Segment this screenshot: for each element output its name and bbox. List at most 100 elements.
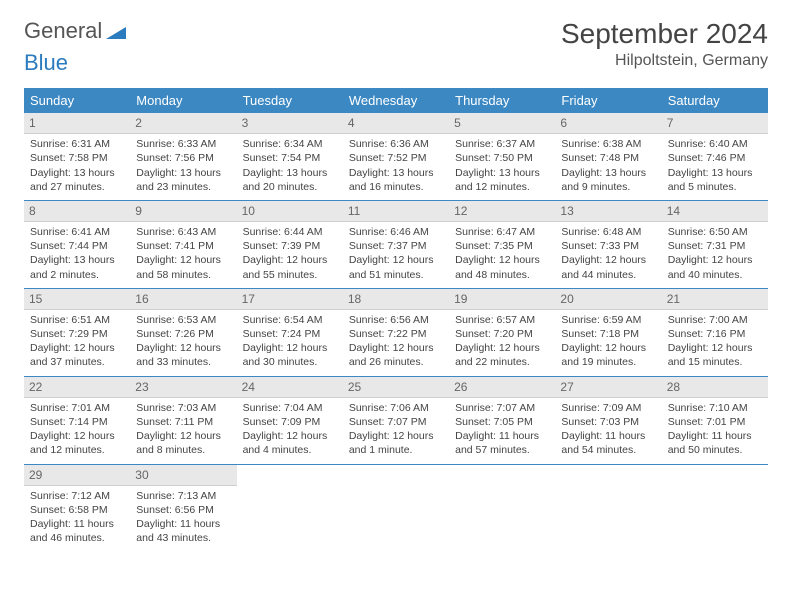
week-row: 15Sunrise: 6:51 AMSunset: 7:29 PMDayligh… [24, 289, 768, 377]
sunset-line: Sunset: 7:20 PM [455, 327, 549, 341]
sunset-line: Sunset: 7:18 PM [561, 327, 655, 341]
sunset-line: Sunset: 7:24 PM [243, 327, 337, 341]
day-number: 26 [449, 377, 555, 398]
day-header-cell: Saturday [662, 88, 768, 113]
sunset-line: Sunset: 7:07 PM [349, 415, 443, 429]
calendar-cell: 2 Sunrise: 6:33 AMSunset: 7:56 PMDaylight… [130, 113, 236, 200]
day-number: 21 [662, 289, 768, 310]
daylight-line: Daylight: 12 hours and 26 minutes. [349, 341, 443, 369]
sunset-line: Sunset: 7:03 PM [561, 415, 655, 429]
sunset-line: Sunset: 7:14 PM [30, 415, 124, 429]
day-header-cell: Tuesday [237, 88, 343, 113]
sunrise-line: Sunrise: 7:03 AM [136, 401, 230, 415]
sunset-line: Sunset: 7:33 PM [561, 239, 655, 253]
week-row: 1Sunrise: 6:31 AMSunset: 7:58 PMDaylight… [24, 113, 768, 201]
calendar-cell: 5Sunrise: 6:37 AMSunset: 7:50 PMDaylight… [449, 113, 555, 200]
sunset-line: Sunset: 7:58 PM [30, 151, 124, 165]
daylight-line: Daylight: 12 hours and 33 minutes. [136, 341, 230, 369]
calendar-cell: 18Sunrise: 6:56 AMSunset: 7:22 PMDayligh… [343, 289, 449, 376]
day-number: 22 [24, 377, 130, 398]
calendar-cell: 15Sunrise: 6:51 AMSunset: 7:29 PMDayligh… [24, 289, 130, 376]
day-number: 14 [662, 201, 768, 222]
sunset-line: Sunset: 7:56 PM [136, 151, 230, 165]
daylight-line: Daylight: 13 hours and 27 minutes. [30, 166, 124, 194]
day-number: 5 [449, 113, 555, 134]
daylight-line: Daylight: 13 hours and 5 minutes. [668, 166, 762, 194]
sunrise-line: Sunrise: 7:13 AM [136, 489, 230, 503]
calendar-cell: 12Sunrise: 6:47 AMSunset: 7:35 PMDayligh… [449, 201, 555, 288]
daylight-line: Daylight: 12 hours and 58 minutes. [136, 253, 230, 281]
sunrise-line: Sunrise: 6:36 AM [349, 137, 443, 151]
month-title: September 2024 [561, 18, 768, 50]
sunrise-line: Sunrise: 6:54 AM [243, 313, 337, 327]
daylight-line: Daylight: 12 hours and 22 minutes. [455, 341, 549, 369]
calendar-cell: 25Sunrise: 7:06 AMSunset: 7:07 PMDayligh… [343, 377, 449, 464]
sunset-line: Sunset: 6:58 PM [30, 503, 124, 517]
daylight-line: Daylight: 13 hours and 2 minutes. [30, 253, 124, 281]
sunset-line: Sunset: 7:50 PM [455, 151, 549, 165]
calendar-cell: 24Sunrise: 7:04 AMSunset: 7:09 PMDayligh… [237, 377, 343, 464]
daylight-line: Daylight: 13 hours and 23 minutes. [136, 166, 230, 194]
calendar-cell: 16Sunrise: 6:53 AMSunset: 7:26 PMDayligh… [130, 289, 236, 376]
sunset-line: Sunset: 7:46 PM [668, 151, 762, 165]
sunrise-line: Sunrise: 6:51 AM [30, 313, 124, 327]
sunrise-line: Sunrise: 6:48 AM [561, 225, 655, 239]
sunrise-line: Sunrise: 6:33 AM [136, 137, 230, 151]
sunset-line: Sunset: 7:09 PM [243, 415, 337, 429]
calendar-cell: 23Sunrise: 7:03 AMSunset: 7:11 PMDayligh… [130, 377, 236, 464]
calendar-cell: 10Sunrise: 6:44 AMSunset: 7:39 PMDayligh… [237, 201, 343, 288]
sunset-line: Sunset: 7:35 PM [455, 239, 549, 253]
daylight-line: Daylight: 13 hours and 9 minutes. [561, 166, 655, 194]
sunrise-line: Sunrise: 6:50 AM [668, 225, 762, 239]
day-number: 29 [24, 465, 130, 486]
daylight-line: Daylight: 13 hours and 12 minutes. [455, 166, 549, 194]
day-number: 1 [24, 113, 130, 134]
sunrise-line: Sunrise: 6:57 AM [455, 313, 549, 327]
day-header-cell: Monday [130, 88, 236, 113]
daylight-line: Daylight: 11 hours and 50 minutes. [668, 429, 762, 457]
daylight-line: Daylight: 12 hours and 30 minutes. [243, 341, 337, 369]
day-number: 25 [343, 377, 449, 398]
sunrise-line: Sunrise: 7:00 AM [668, 313, 762, 327]
sunset-line: Sunset: 7:31 PM [668, 239, 762, 253]
calendar-cell: 21Sunrise: 7:00 AMSunset: 7:16 PMDayligh… [662, 289, 768, 376]
day-header-row: SundayMondayTuesdayWednesdayThursdayFrid… [24, 88, 768, 113]
week-row: 29Sunrise: 7:12 AMSunset: 6:58 PMDayligh… [24, 465, 768, 552]
day-number: 10 [237, 201, 343, 222]
sunset-line: Sunset: 7:26 PM [136, 327, 230, 341]
calendar-cell: 30Sunrise: 7:13 AMSunset: 6:56 PMDayligh… [130, 465, 236, 552]
daylight-line: Daylight: 12 hours and 51 minutes. [349, 253, 443, 281]
calendar-cell: 11Sunrise: 6:46 AMSunset: 7:37 PMDayligh… [343, 201, 449, 288]
sunset-line: Sunset: 7:41 PM [136, 239, 230, 253]
calendar-cell: 3Sunrise: 6:34 AMSunset: 7:54 PMDaylight… [237, 113, 343, 200]
sunrise-line: Sunrise: 7:10 AM [668, 401, 762, 415]
calendar-cell [449, 465, 555, 552]
daylight-line: Daylight: 13 hours and 20 minutes. [243, 166, 337, 194]
calendar-cell: 19Sunrise: 6:57 AMSunset: 7:20 PMDayligh… [449, 289, 555, 376]
sunrise-line: Sunrise: 6:38 AM [561, 137, 655, 151]
logo-triangle-icon [106, 23, 126, 39]
day-number: 27 [555, 377, 661, 398]
calendar-cell: 4Sunrise: 6:36 AMSunset: 7:52 PMDaylight… [343, 113, 449, 200]
calendar-cell [662, 465, 768, 552]
day-number: 17 [237, 289, 343, 310]
day-number: 12 [449, 201, 555, 222]
calendar-cell: 17 Sunrise: 6:54 AMSunset: 7:24 PMDayligh… [237, 289, 343, 376]
sunrise-line: Sunrise: 7:04 AM [243, 401, 337, 415]
calendar-cell [343, 465, 449, 552]
daylight-line: Daylight: 13 hours and 16 minutes. [349, 166, 443, 194]
calendar-cell: 6Sunrise: 6:38 AMSunset: 7:48 PMDaylight… [555, 113, 661, 200]
sunrise-line: Sunrise: 7:07 AM [455, 401, 549, 415]
sunrise-line: Sunrise: 6:31 AM [30, 137, 124, 151]
day-number: 24 [237, 377, 343, 398]
calendar-cell: 9Sunrise: 6:43 AMSunset: 7:41 PMDaylight… [130, 201, 236, 288]
sunset-line: Sunset: 7:52 PM [349, 151, 443, 165]
sunrise-line: Sunrise: 7:06 AM [349, 401, 443, 415]
calendar-cell [555, 465, 661, 552]
calendar-cell: 26Sunrise: 7:07 AMSunset: 7:05 PMDayligh… [449, 377, 555, 464]
sunrise-line: Sunrise: 6:41 AM [30, 225, 124, 239]
day-header-cell: Sunday [24, 88, 130, 113]
sunset-line: Sunset: 7:48 PM [561, 151, 655, 165]
day-number: 2 [130, 113, 236, 134]
sunrise-line: Sunrise: 7:09 AM [561, 401, 655, 415]
